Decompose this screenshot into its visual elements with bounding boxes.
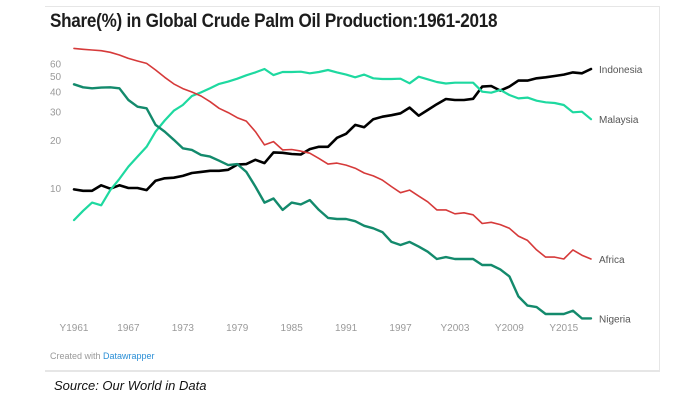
credit-line: Created with Datawrapper bbox=[50, 351, 155, 361]
series-line-malaysia bbox=[72, 67, 593, 222]
series-line-indonesia bbox=[72, 67, 593, 193]
series-label-malaysia: Malaysia bbox=[599, 115, 639, 126]
credit-prefix: Created with bbox=[50, 351, 104, 361]
series-line-nigeria bbox=[72, 83, 593, 320]
series-label-nigeria: Nigeria bbox=[599, 314, 631, 325]
x-tick-label: 1973 bbox=[172, 323, 195, 334]
y-tick-label: 30 bbox=[50, 108, 62, 119]
source-note: Source: Our World in Data bbox=[54, 378, 207, 393]
x-tick-label: Y2009 bbox=[495, 323, 524, 334]
x-tick-label: 1991 bbox=[335, 323, 358, 334]
series-label-indonesia: Indonesia bbox=[599, 65, 643, 76]
y-tick-label: 20 bbox=[50, 136, 62, 147]
y-tick-label: 60 bbox=[50, 59, 62, 70]
series-line-africa bbox=[73, 47, 592, 260]
x-tick-label: 1967 bbox=[117, 323, 140, 334]
x-tick-label: Y2003 bbox=[440, 323, 469, 334]
x-tick-label: 1979 bbox=[226, 323, 249, 334]
datawrapper-link[interactable]: Datawrapper bbox=[103, 351, 155, 361]
chart-frame bbox=[45, 6, 660, 372]
chart-title: Share(%) in Global Crude Palm Oil Produc… bbox=[50, 11, 498, 32]
x-tick-label: 1985 bbox=[281, 323, 304, 334]
y-tick-label: 10 bbox=[50, 184, 62, 195]
x-tick-label: Y1961 bbox=[60, 323, 89, 334]
y-tick-label: 50 bbox=[50, 72, 62, 83]
x-tick-label: Y2015 bbox=[549, 323, 578, 334]
y-tick-label: 40 bbox=[50, 88, 62, 99]
series-label-africa: Africa bbox=[599, 255, 625, 266]
x-tick-label: 1997 bbox=[389, 323, 412, 334]
